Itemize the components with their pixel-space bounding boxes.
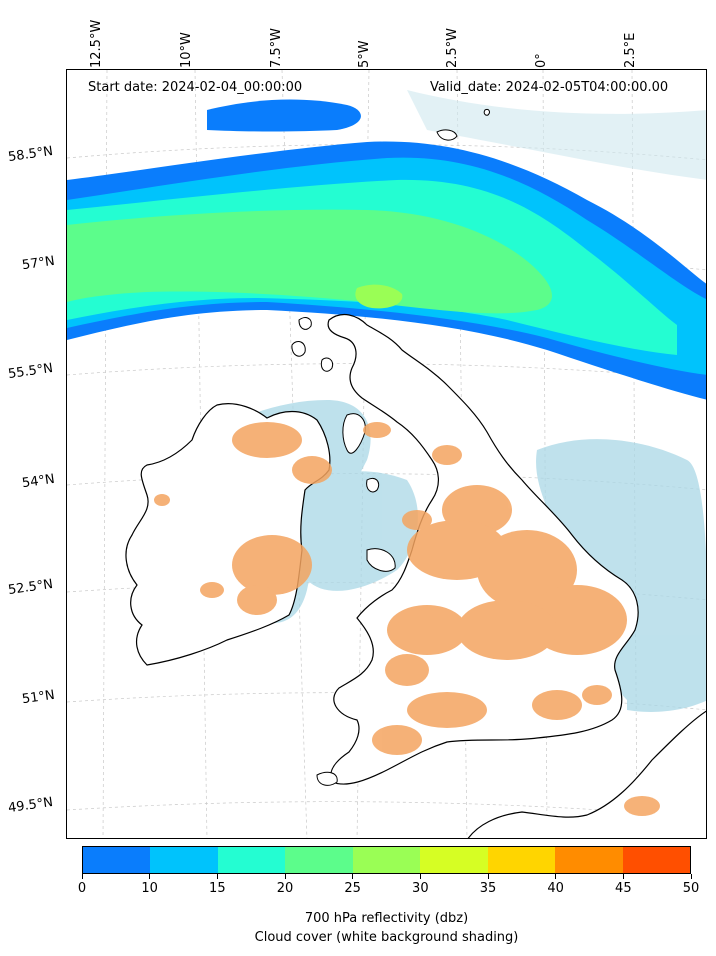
colorbar-caption-line2: Cloud cover (white background shading) <box>254 930 519 945</box>
colorbar-tick-label: 30 <box>412 881 429 896</box>
reflectivity-band-20-25 <box>67 209 552 314</box>
lon-label-10w: 10°W <box>179 32 194 68</box>
lon-label-12-5w: 12.5°W <box>89 19 104 68</box>
wales-cornwall-coast <box>316 548 396 786</box>
colorbar-segment-7 <box>555 847 623 873</box>
colorbar-tick-mark <box>419 874 421 879</box>
colorbar-caption-line1: 700 hPa reflectivity (dbz) <box>304 911 469 926</box>
colorbar-segment-4 <box>352 847 421 873</box>
colorbar-tick-label: 25 <box>344 881 361 896</box>
lat-label-58-5n: 58.5°N <box>7 143 54 166</box>
reflectivity-band-25-30 <box>355 284 403 309</box>
map-canvas <box>67 70 706 838</box>
precipitation-areas <box>154 422 660 816</box>
lat-label-52-5n: 52.5°N <box>7 576 54 599</box>
colorbar-tick-label: 10 <box>141 881 158 896</box>
colorbar-tick-label: 45 <box>615 881 632 896</box>
colorbar-tick-label: 0 <box>77 881 87 896</box>
colorbar-tick-mark <box>690 874 692 879</box>
colorbar-segment-5 <box>420 847 488 873</box>
lat-label-49-5n: 49.5°N <box>7 794 54 817</box>
colorbar-segment-1 <box>150 847 218 873</box>
lat-label-54n: 54°N <box>21 471 56 492</box>
cloud-cover-north <box>407 90 706 180</box>
colorbar-tick-label: 35 <box>479 881 497 896</box>
colorbar-tick-mark <box>352 874 354 879</box>
lon-label-2-5e: 2.5°E <box>623 32 638 68</box>
colorbar-segment-6 <box>487 847 556 873</box>
colorbar-tick-mark <box>284 874 286 879</box>
colorbar-tick-mark <box>622 874 624 879</box>
colorbar-tick-label: 20 <box>276 881 294 896</box>
colorbar-tick-label: 40 <box>547 881 564 896</box>
lon-label-0: 0° <box>534 53 549 68</box>
colorbar-segment-0 <box>83 847 151 873</box>
colorbar-segment-8 <box>622 847 690 873</box>
colorbar-tick-mark <box>149 874 151 879</box>
colorbar-tick-mark <box>216 874 218 879</box>
lat-label-51n: 51°N <box>21 687 56 708</box>
lat-label-57n: 57°N <box>21 253 56 274</box>
colorbar-segment-2 <box>217 847 286 873</box>
start-date-label: Start date: 2024-02-04_00:00:00 <box>88 80 303 95</box>
scottish-islands <box>291 109 490 493</box>
lon-label-7-5w: 7.5°W <box>269 27 284 68</box>
colorbar-tick-label: 50 <box>682 881 700 896</box>
valid-date-label: Valid_date: 2024-02-05T04:00:00.00 <box>430 80 669 95</box>
colorbar-tick-mark <box>555 874 557 879</box>
colorbar-tick-mark <box>81 874 83 879</box>
colorbar-tick-label: 15 <box>209 881 226 896</box>
colorbar <box>82 846 691 874</box>
colorbar-segment-3 <box>285 847 353 873</box>
reflectivity-band-0-10-top <box>207 99 361 132</box>
lat-label-55-5n: 55.5°N <box>7 360 54 383</box>
map-area <box>66 69 707 839</box>
lon-label-2-5w: 2.5°W <box>445 27 460 68</box>
lon-label-5w: 5°W <box>357 40 372 68</box>
colorbar-tick-mark <box>487 874 489 879</box>
ireland-landmass <box>125 403 331 666</box>
